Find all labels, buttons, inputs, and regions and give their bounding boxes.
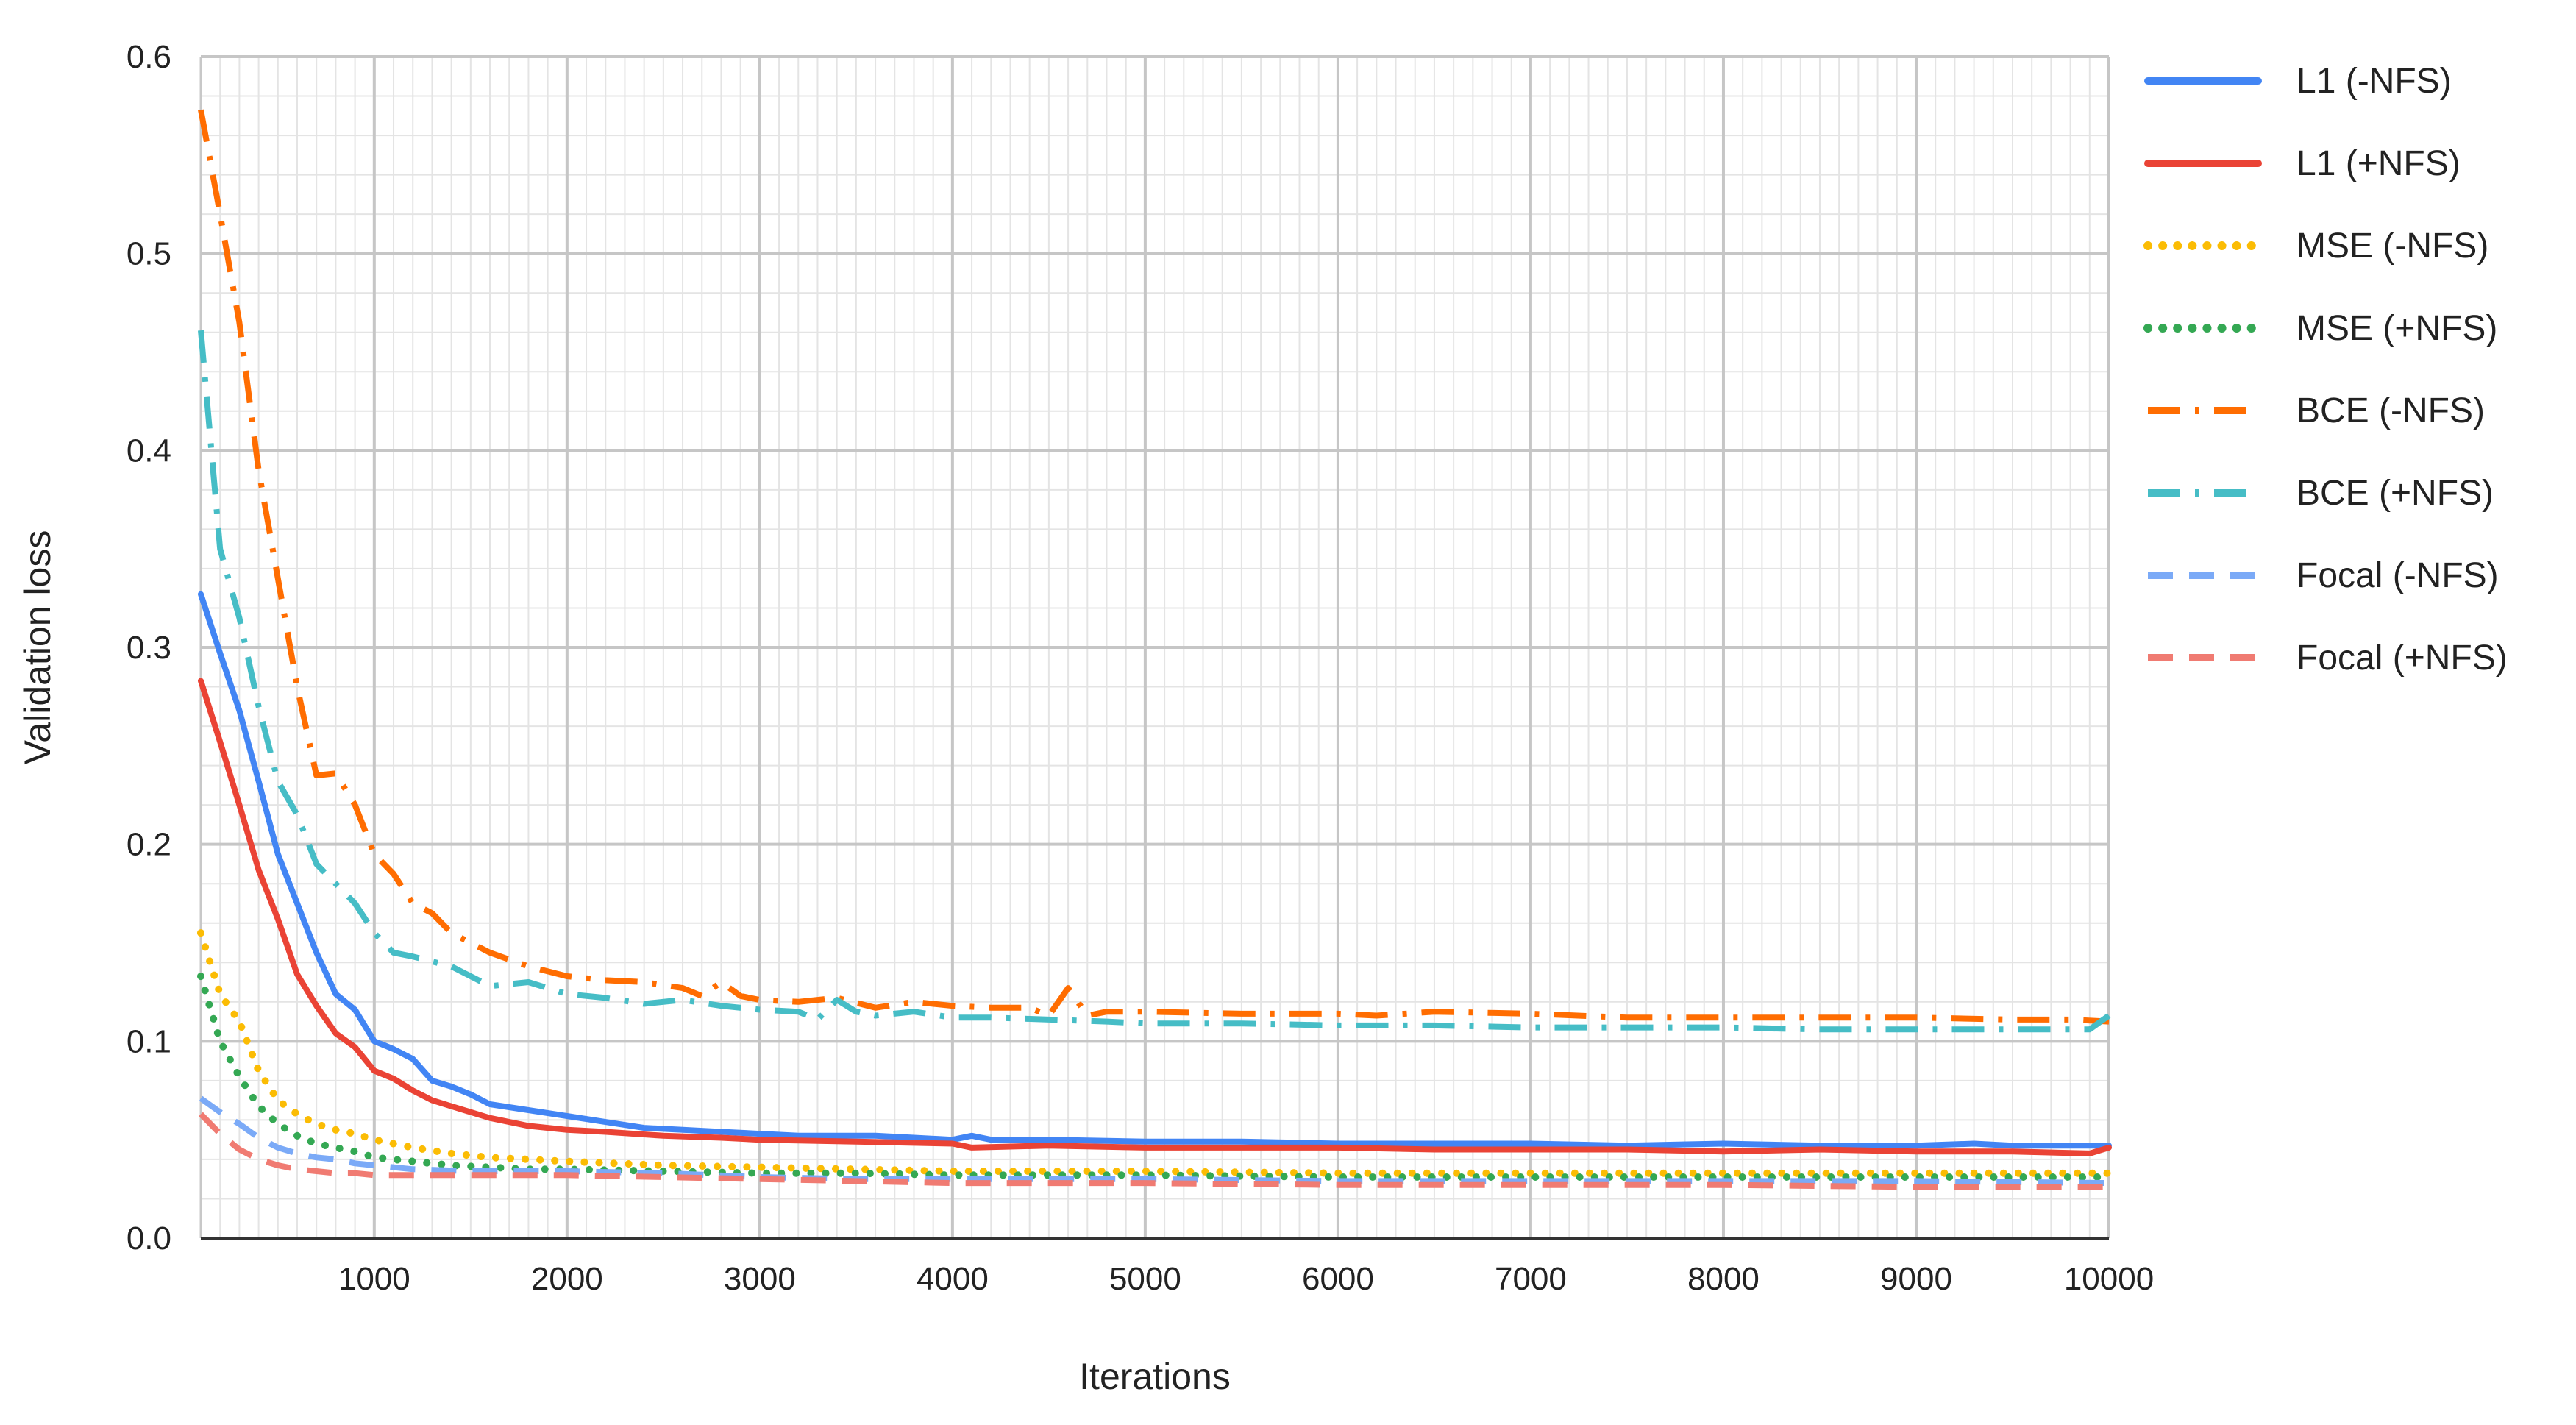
y-tick-label: 0.1	[127, 1023, 171, 1059]
series-line-7	[199, 1095, 2110, 1187]
legend-label: BCE (-NFS)	[2296, 391, 2485, 430]
series-line-3	[197, 929, 2113, 1177]
series-lines	[197, 109, 2113, 1190]
axes: Iterations Validation loss 1000 2000 3000 4…	[17, 39, 2154, 1397]
x-tick-label: 10000	[2064, 1261, 2154, 1297]
x-tick-label: 8000	[1687, 1261, 1760, 1297]
y-tick-label: 0.4	[127, 433, 171, 469]
x-tick-label: 4000	[917, 1261, 989, 1297]
y-axis-title: Validation loss	[17, 530, 58, 765]
grid	[199, 55, 2110, 1240]
legend-label: MSE (-NFS)	[2296, 227, 2488, 266]
x-tick-label: 7000	[1495, 1261, 1567, 1297]
y-tick-label: 0.0	[127, 1220, 171, 1257]
legend: L1 (-NFS) L1 (+NFS) MSE (-NFS) MSE (+NFS) BC…	[2143, 62, 2508, 678]
series-line-6	[198, 330, 2111, 1033]
y-tick-label: 0.2	[127, 827, 171, 863]
y-tick-label: 0.6	[127, 39, 171, 75]
legend-label: Focal (+NFS)	[2296, 639, 2508, 678]
legend-label: MSE (+NFS)	[2296, 309, 2497, 348]
y-tick-label: 0.3	[127, 630, 171, 666]
legend-label: Focal (-NFS)	[2296, 556, 2499, 595]
y-tick-label: 0.5	[127, 236, 171, 272]
x-tick-label: 5000	[1109, 1261, 1181, 1297]
legend-label: L1 (+NFS)	[2296, 144, 2461, 183]
x-tick-label: 3000	[724, 1261, 796, 1297]
legend-label: L1 (-NFS)	[2296, 62, 2452, 101]
legend-label: BCE (+NFS)	[2296, 474, 2494, 513]
x-tick-label: 1000	[338, 1261, 410, 1297]
series-line-1	[198, 591, 2112, 1149]
x-tick-label: 6000	[1302, 1261, 1374, 1297]
x-tick-label: 2000	[531, 1261, 603, 1297]
series-line-5	[198, 109, 2110, 1025]
series-line-2	[198, 678, 2112, 1156]
x-axis-title: Iterations	[1079, 1356, 1231, 1397]
series-line-8	[199, 1112, 2109, 1190]
x-tick-label: 9000	[1880, 1261, 1952, 1297]
